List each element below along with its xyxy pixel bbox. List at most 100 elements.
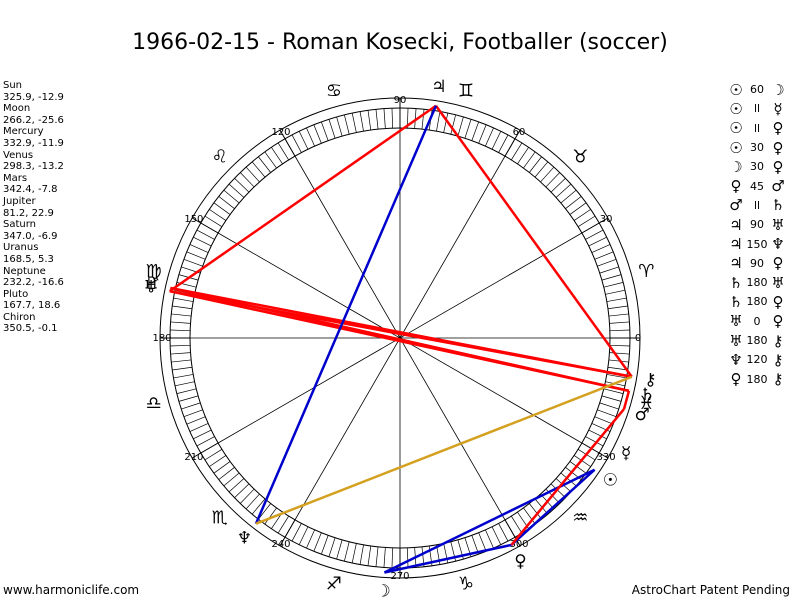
degree-tick (209, 209, 227, 221)
aspect-planet-2: ⚷ (772, 331, 784, 350)
degree-tick (517, 147, 529, 165)
degree-tick (234, 483, 250, 499)
degree-tick (196, 229, 215, 240)
degree-tick (183, 409, 203, 417)
planet-name: Neptune (3, 265, 46, 277)
aspect-row: ♆ 120 ⚷ (727, 350, 797, 369)
degree-tick (510, 515, 523, 534)
degree-tick (264, 151, 277, 169)
zodiac-sign-icon: ♊ (458, 81, 474, 102)
degree-tick (170, 321, 191, 324)
degree-tick (170, 344, 191, 347)
degree-tick (291, 523, 302, 542)
degree-tick (485, 529, 494, 549)
zodiac-sign-icon: ♉ (572, 147, 588, 168)
planet-venus-icon: ♀ (514, 552, 526, 572)
footer-website[interactable]: www.harmoniclife.com (3, 583, 140, 597)
aspect-line (170, 286, 633, 379)
degree-tick (204, 448, 223, 461)
aspect-row: ♃ 150 ♆ (727, 234, 797, 253)
degree-tick (601, 274, 622, 281)
planet-name: Uranus (3, 242, 39, 254)
degree-tick (351, 112, 357, 133)
degree-tick (421, 109, 425, 130)
planet-name: Saturn (3, 219, 37, 231)
degree-label: 60 (513, 127, 526, 138)
aspect-line (169, 104, 437, 293)
degree-tick (209, 455, 227, 467)
planet-name: Pluto (3, 288, 29, 300)
aspect-row: ♃ 90 ♅ (727, 215, 797, 234)
degree-tick (291, 134, 302, 153)
aspect-line (170, 286, 630, 393)
aspect-row: ♅ 180 ⚷ (727, 331, 797, 350)
degree-tick (577, 215, 596, 228)
aspect-line (255, 375, 633, 525)
sign-divider (279, 129, 296, 157)
planet-coords: 167.7, 18.6 (3, 300, 61, 312)
degree-tick (271, 147, 283, 165)
degree-tick (491, 131, 502, 150)
aspect-row: ♄ 180 ♅ (727, 273, 797, 292)
degree-tick (173, 297, 194, 302)
aspect-planet-1: ♃ (729, 215, 743, 234)
aspect-line (622, 390, 631, 410)
degree-label: 120 (271, 127, 290, 138)
aspect-line (383, 468, 596, 574)
degree-tick (529, 503, 542, 520)
aspect-planet-2: ♂ (771, 177, 785, 196)
aspect-planet-2: ♀ (772, 119, 784, 138)
planet-mars-icon: ♂ (634, 405, 649, 425)
aspect-angle: ll (753, 121, 761, 135)
degree-tick (601, 395, 622, 402)
degree-tick (498, 134, 509, 153)
degree-tick (383, 108, 386, 129)
zodiac-sign-icon: ♒ (572, 507, 588, 528)
degree-tick (306, 529, 315, 549)
degree-tick (359, 544, 364, 565)
degree-tick (464, 119, 472, 139)
degree-tick (585, 229, 604, 240)
degree-tick (306, 127, 315, 147)
aspect-planet-1: ♆ (729, 350, 743, 369)
degree-tick (606, 297, 627, 302)
degree-tick (173, 374, 194, 379)
aspect-angle: 90 (750, 218, 764, 232)
footer-patent-note: AstroChart Patent Pending (631, 583, 790, 597)
degree-tick (591, 244, 611, 253)
degree-tick (599, 402, 619, 410)
degree-tick (170, 352, 191, 355)
degree-tick (234, 177, 250, 193)
degree-label: 300 (509, 539, 528, 550)
aspect-row: ☉ 30 ♀ (727, 138, 797, 157)
degree-tick (178, 395, 199, 402)
planet-coords: 232.2, -16.6 (3, 277, 64, 289)
aspect-planet-1: ♀ (730, 177, 742, 196)
degree-tick (189, 423, 209, 432)
aspect-planet-1: ☉ (729, 80, 743, 99)
degree-tick (277, 142, 290, 161)
degree-tick (171, 359, 192, 363)
planet-coords: 81.2, 22.9 (3, 207, 54, 219)
aspect-planet-2: ♀ (772, 138, 784, 157)
aspect-row: ♄ 180 ♀ (727, 292, 797, 311)
degree-tick (258, 156, 271, 173)
aspect-planet-1: ♅ (729, 331, 743, 350)
degree-tick (174, 381, 195, 387)
degree-tick (569, 461, 587, 474)
degree-tick (298, 526, 309, 545)
planet-coords: 332.9, -11.9 (3, 137, 64, 149)
degree-tick (228, 183, 245, 198)
degree-tick (534, 161, 549, 178)
sign-divider (191, 217, 219, 234)
degree-tick (251, 498, 266, 515)
degree-tick (251, 161, 266, 178)
zodiac-sign-icon: ♓ (638, 393, 654, 414)
degree-tick (313, 124, 322, 144)
sign-divider (504, 519, 521, 547)
degree-tick (336, 539, 343, 560)
aspect-planet-2: ☿ (773, 99, 783, 118)
zodiac-sign-icon: ♈ (638, 261, 654, 282)
degree-tick (186, 416, 206, 425)
degree-tick (603, 388, 624, 394)
